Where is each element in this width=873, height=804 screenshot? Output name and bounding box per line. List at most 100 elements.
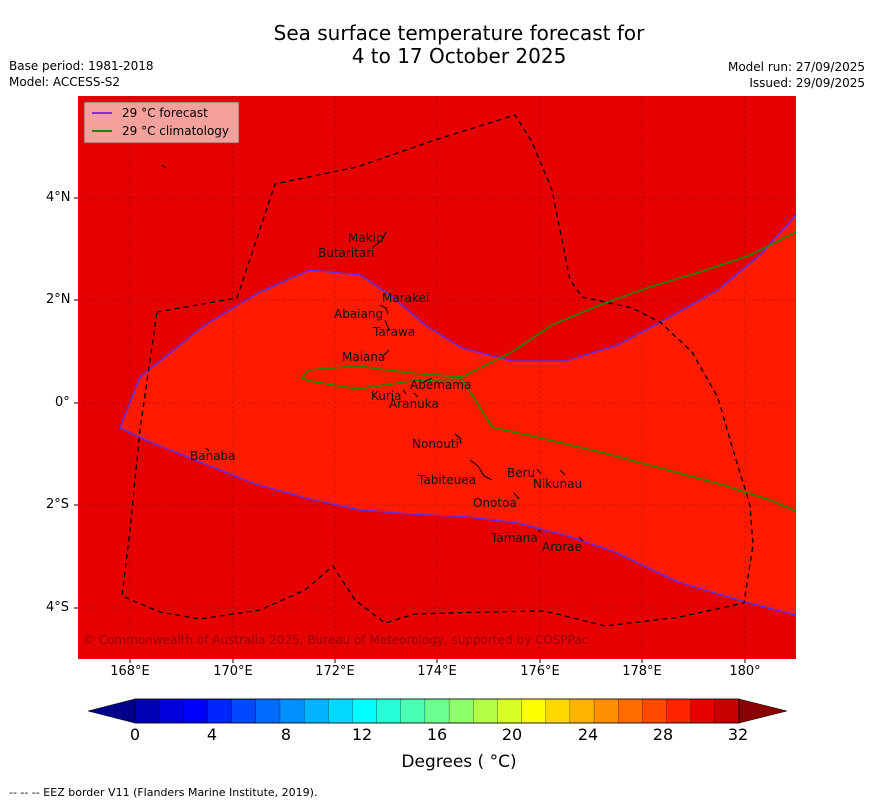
climatology-contour (300, 231, 797, 512)
cbar-tick-20: 20 (501, 725, 523, 744)
lon-label-176e: 176°E (520, 664, 560, 679)
colorbar-cells (134, 698, 740, 724)
cbar-tick-4: 4 (206, 725, 218, 744)
colorbar-cell (569, 698, 595, 724)
place-marakei: Marakei (382, 291, 429, 305)
meta-left: Base period: 1981-2018 Model: ACCESS-S2 (9, 58, 154, 90)
colorbar-cell (255, 698, 281, 724)
model-name: Model: ACCESS-S2 (9, 75, 121, 89)
place-tamana: Tamana (490, 531, 538, 545)
cbar-tick-16: 16 (426, 725, 448, 744)
lon-label-180: 180° (729, 664, 761, 679)
place-nikunau: Nikunau (533, 477, 582, 491)
island-outline (383, 349, 390, 356)
sst-map: Makin Butaritari Marakei Abaiang Tarawa … (74, 96, 797, 663)
colorbar-high-extension (738, 698, 788, 724)
map-title: Sea surface temperature forecast for 4 t… (0, 22, 873, 68)
forecast-contour-lower (119, 427, 797, 616)
place-tabiteuea: Tabiteuea (417, 473, 476, 487)
title-line-2: 4 to 17 October 2025 (351, 44, 567, 68)
colorbar-cell (545, 698, 571, 724)
island-outline (537, 529, 584, 542)
model-run: Model run: 27/09/2025 (727, 60, 865, 74)
colorbar-cell (618, 698, 643, 724)
place-nonouti: Nonouti (412, 437, 459, 451)
cbar-tick-8: 8 (280, 725, 292, 744)
cbar-tick-24: 24 (577, 725, 599, 744)
issued-date: Issued: 29/09/2025 (749, 76, 865, 90)
colorbar-cell (159, 698, 184, 724)
eez-border (121, 114, 754, 627)
colorbar-cell (714, 698, 740, 724)
place-beru: Beru (507, 466, 535, 480)
lat-label-0: 0° (55, 395, 70, 410)
meta-right: Model run: 27/09/2025 Issued: 29/09/2025 (728, 59, 865, 91)
legend-box (83, 101, 240, 144)
colorbar-cell (521, 698, 547, 724)
colorbar-cell (666, 698, 692, 724)
place-tarawa: Tarawa (372, 325, 415, 339)
lon-label-174e: 174°E (417, 664, 457, 679)
colorbar-cell (424, 698, 450, 724)
lat-label-4s: 4°S (46, 600, 70, 615)
eez-footnote: -- -- -- EEZ border V11 (Flanders Marine… (9, 786, 318, 799)
lon-label-172e: 172°E (315, 664, 355, 679)
axis-ticks (74, 197, 746, 663)
place-onotoa: Onotoa (473, 496, 517, 510)
island-outline (469, 459, 493, 481)
place-butaritari: Butaritari (318, 246, 375, 260)
island-outline (205, 447, 210, 452)
legend-climatology-label: 29 °C climatology (122, 124, 229, 138)
colorbar-frame (134, 698, 740, 724)
colorbar-cell (183, 698, 209, 724)
place-labels: Makin Butaritari Marakei Abaiang Tarawa … (190, 231, 582, 554)
place-maiana: Maiana (342, 350, 385, 364)
colorbar-cell (134, 698, 160, 724)
colorbar-cell (207, 698, 233, 724)
islands (161, 164, 584, 542)
cbar-tick-12: 12 (351, 725, 373, 744)
place-banaba: Banaba (190, 449, 236, 463)
colorbar-cell (593, 698, 619, 724)
lon-label-178e: 178°E (622, 664, 662, 679)
lon-label-170e: 170°E (213, 664, 253, 679)
colorbar-low-extension (87, 698, 136, 724)
map-legend: 29 °C forecast 29 °C climatology (83, 101, 240, 144)
place-arorae: Arorae (542, 540, 582, 554)
colorbar-cell (448, 698, 474, 724)
colorbar-cell (303, 698, 329, 724)
colorbar-cell (400, 698, 426, 724)
island-outline (161, 164, 167, 169)
cbar-tick-0: 0 (129, 725, 141, 744)
place-kuria: Kuria (371, 389, 402, 403)
colorbar-cell (690, 698, 716, 724)
colorbar-cell (473, 698, 498, 724)
island-outline (384, 319, 390, 331)
lat-label-2n: 2°N (46, 292, 71, 307)
lat-label-2s: 2°S (46, 497, 70, 512)
place-makin: Makin (348, 231, 384, 245)
island-outline (379, 304, 389, 315)
place-aranuka: Aranuka (389, 397, 439, 411)
cbar-tick-28: 28 (652, 725, 674, 744)
colorbar-cell (352, 698, 378, 724)
legend-forecast-label: 29 °C forecast (122, 106, 208, 120)
colorbar-cell (328, 698, 353, 724)
island-outline (454, 433, 462, 445)
island-outline (536, 468, 566, 476)
place-abaiang: Abaiang (334, 307, 383, 321)
lon-label-168e: 168°E (110, 664, 150, 679)
sea-cooler-region (120, 215, 796, 615)
lat-label-4n: 4°N (46, 190, 71, 205)
colorbar (87, 698, 788, 724)
forecast-contour-upper (119, 214, 797, 429)
colorbar-cell (231, 698, 257, 724)
colorbar-cell (376, 698, 402, 724)
cbar-tick-32: 32 (727, 725, 749, 744)
base-period: Base period: 1981-2018 (9, 59, 154, 73)
island-outline (423, 377, 433, 383)
place-abemama: Abemama (410, 378, 471, 392)
island-outline (372, 231, 387, 248)
island-outline (513, 492, 520, 500)
colorbar-cell (497, 698, 523, 724)
